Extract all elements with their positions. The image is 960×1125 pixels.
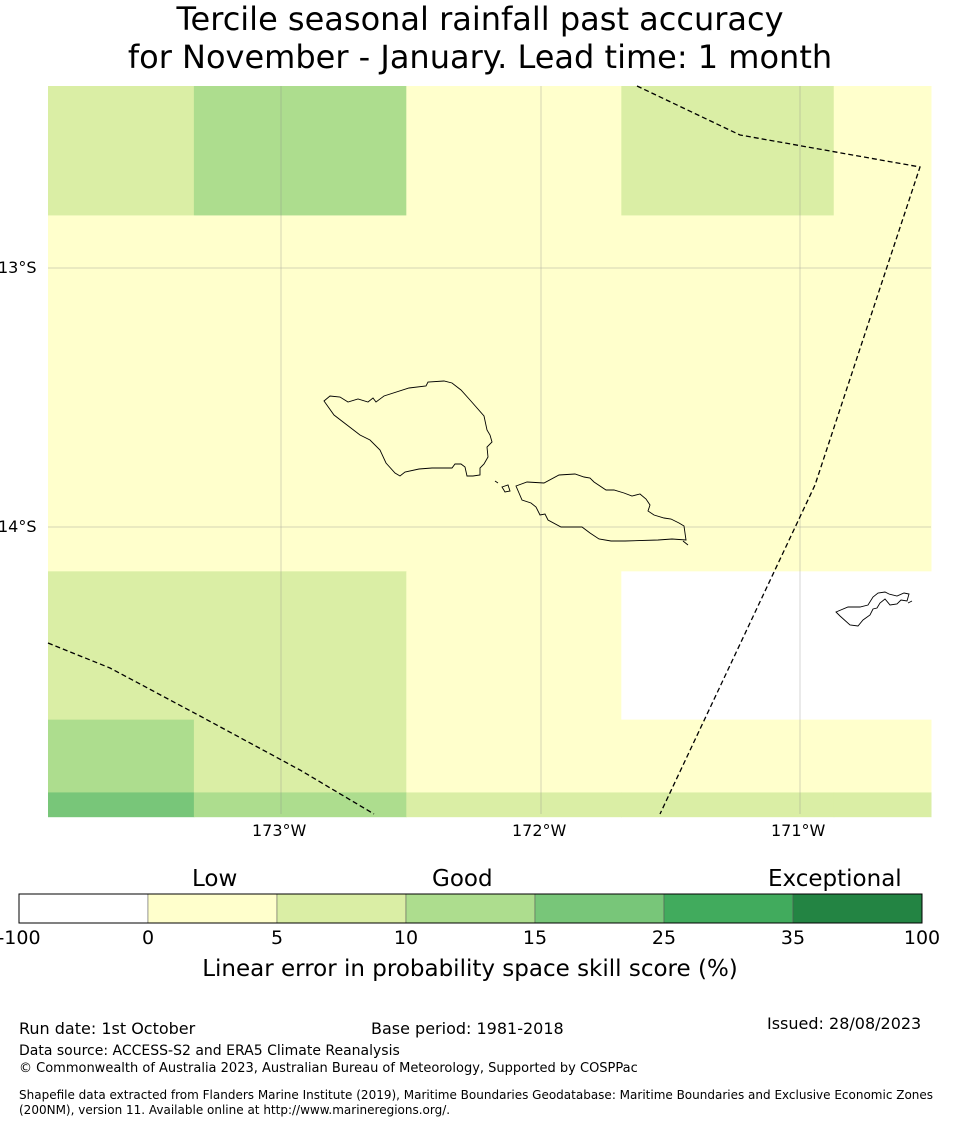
grid-cell bbox=[621, 792, 835, 818]
lon-label-173w: 173°W bbox=[252, 821, 307, 840]
grid-cell bbox=[48, 215, 195, 572]
colorbar-tick-label: 25 bbox=[651, 927, 677, 949]
grid-cell bbox=[621, 571, 835, 721]
eez-boundaries bbox=[47, 85, 921, 815]
colorbar-segment bbox=[663, 893, 794, 924]
colorbar-segment bbox=[534, 893, 665, 924]
islet-upolu-tip bbox=[682, 540, 689, 546]
islet-manono bbox=[501, 484, 511, 493]
issued-date: Issued: 28/08/2023 bbox=[767, 1014, 922, 1033]
grid-cell bbox=[48, 86, 195, 216]
grid-cell bbox=[193, 215, 407, 572]
colorbar-segment bbox=[792, 893, 923, 924]
colorbar-label-good: Good bbox=[432, 866, 493, 892]
lon-label-171w: 171°W bbox=[771, 821, 826, 840]
grid-cell bbox=[833, 215, 932, 572]
grid-cell bbox=[406, 719, 622, 793]
title-line-2: for November - January. Lead time: 1 mon… bbox=[127, 38, 833, 76]
eez-boundary-east bbox=[636, 85, 921, 815]
colorbar-tick-label: 5 bbox=[270, 927, 284, 949]
grid-cell bbox=[48, 571, 195, 721]
graticule bbox=[48, 86, 931, 814]
island-upolu bbox=[515, 473, 687, 542]
data-source: Data source: ACCESS-S2 and ERA5 Climate … bbox=[19, 1043, 400, 1059]
map bbox=[47, 85, 932, 818]
colorbar-segment bbox=[147, 893, 278, 924]
grid-cell bbox=[193, 719, 407, 793]
islet-aunuu bbox=[907, 600, 913, 604]
run-date: Run date: 1st October bbox=[19, 1019, 196, 1038]
island-tutuila bbox=[835, 591, 910, 627]
islet-apolima bbox=[494, 480, 499, 484]
grid-cell bbox=[406, 792, 622, 818]
colorbar-tick-label: 35 bbox=[780, 927, 806, 949]
colorbar-tick-label: -100 bbox=[0, 927, 41, 949]
grid-cell bbox=[193, 571, 407, 721]
title-line-1: Tercile seasonal rainfall past accuracy bbox=[176, 0, 784, 38]
grid-cell bbox=[48, 719, 195, 793]
base-period: Base period: 1981-2018 bbox=[371, 1019, 564, 1038]
lon-label-172w: 172°W bbox=[512, 821, 567, 840]
grid-cell bbox=[621, 215, 835, 572]
colorbar-label-low: Low bbox=[192, 866, 238, 892]
shapefile-credit-line-1: Shapefile data extracted from Flanders M… bbox=[19, 1088, 934, 1102]
grid-cell bbox=[621, 86, 835, 216]
colorbar-tick-label: 10 bbox=[393, 927, 419, 949]
grid-cell bbox=[48, 792, 195, 818]
colorbar-segments bbox=[18, 893, 923, 924]
copyright: © Commonwealth of Australia 2023, Austra… bbox=[19, 1061, 638, 1076]
island-savaii bbox=[323, 380, 493, 477]
skill-grid bbox=[48, 86, 932, 818]
colorbar-segment bbox=[18, 893, 149, 924]
colorbar-tick-label: 100 bbox=[903, 927, 941, 949]
lat-label-14s: 14°S bbox=[0, 517, 37, 536]
grid-cell bbox=[621, 719, 835, 793]
grid-cell bbox=[406, 571, 622, 721]
grid-cell bbox=[833, 571, 932, 721]
grid-cell bbox=[833, 86, 932, 216]
colorbar-tick-label: 0 bbox=[141, 927, 155, 949]
colorbar-segment bbox=[405, 893, 536, 924]
coastlines bbox=[323, 380, 913, 627]
colorbar-label-exceptional: Exceptional bbox=[768, 866, 902, 892]
grid-cell bbox=[193, 86, 407, 216]
grid-cell bbox=[406, 86, 622, 216]
grid-cell bbox=[833, 719, 932, 793]
colorbar-title: Linear error in probability space skill … bbox=[202, 956, 738, 982]
grid-cell bbox=[833, 792, 932, 818]
grid-cell bbox=[193, 792, 407, 818]
grid-cell bbox=[406, 215, 622, 572]
lat-label-13s: 13°S bbox=[0, 258, 37, 277]
colorbar-segment bbox=[276, 893, 407, 924]
shapefile-credit-line-2: (200NM), version 11. Available online at… bbox=[19, 1103, 451, 1117]
colorbar-tick-label: 15 bbox=[522, 927, 548, 949]
eez-boundary-southwest bbox=[47, 642, 375, 815]
colorbar-frame bbox=[18, 893, 923, 924]
